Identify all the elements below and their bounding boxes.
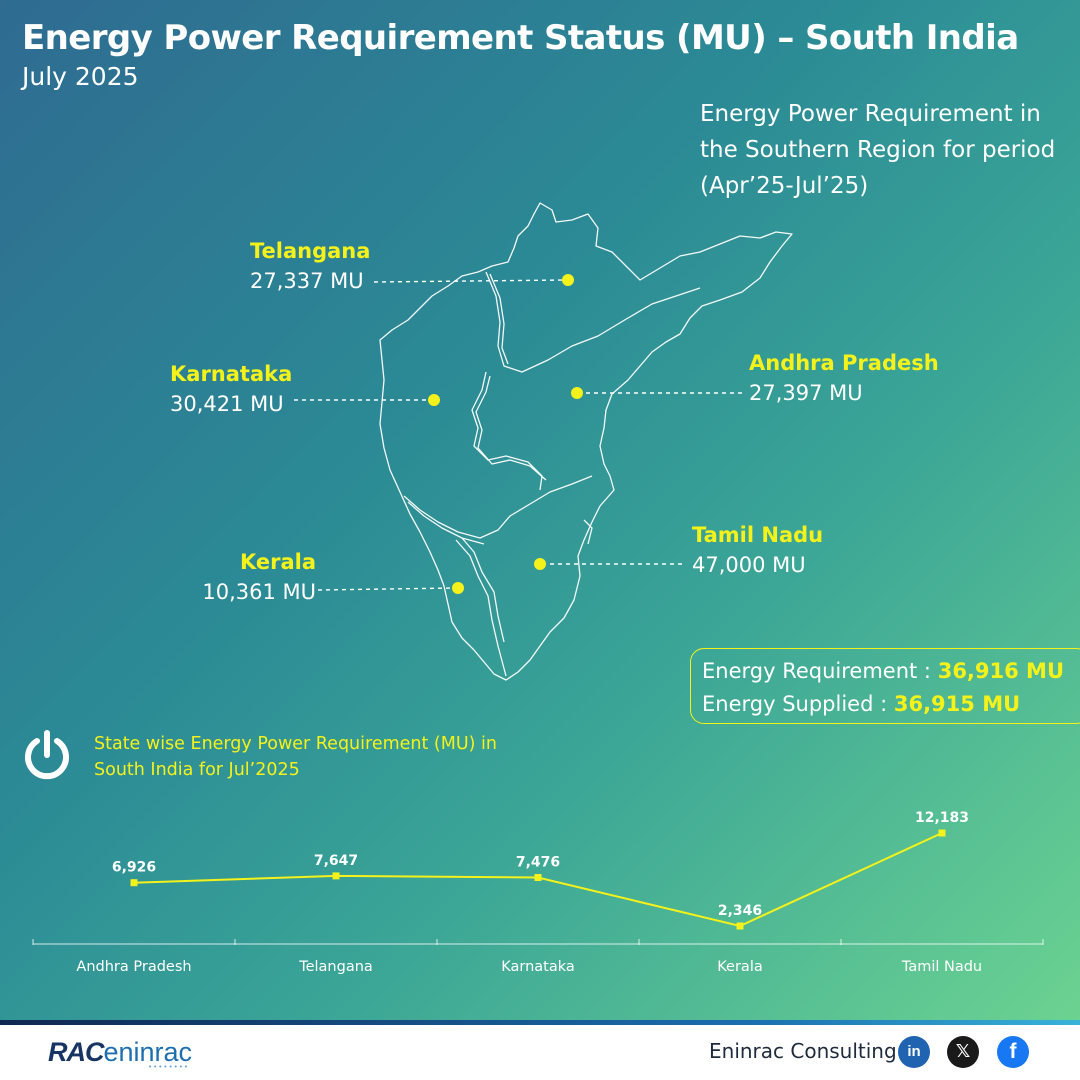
dot-tamil-nadu bbox=[534, 558, 546, 570]
line-chart: 6,926 Andhra Pradesh 7,647 Telangana 7,476 Ka… bbox=[76, 810, 982, 975]
callout-value: 27,397 MU bbox=[749, 381, 863, 405]
requirement-row: Energy Requirement : 36,916 MU bbox=[702, 655, 1080, 688]
state-dots bbox=[428, 274, 583, 594]
chart-caption: State wise Energy Power Requirement (MU)… bbox=[94, 734, 497, 780]
data-label: 6,926 bbox=[112, 860, 156, 876]
dot-karnataka bbox=[428, 394, 440, 406]
x-tick-label: Telangana bbox=[298, 959, 373, 975]
requirement-label: Energy Requirement : bbox=[702, 659, 932, 683]
x-tick-label: Karnataka bbox=[501, 959, 575, 975]
leader-telangana bbox=[373, 279, 567, 283]
supplied-value: 36,915 MU bbox=[893, 692, 1021, 716]
logo-wordmark: eninrac bbox=[103, 1037, 193, 1067]
callout-state: Andhra Pradesh bbox=[749, 351, 939, 375]
callout-value: 27,337 MU bbox=[250, 269, 364, 293]
map-border-kerala-karnataka bbox=[403, 475, 593, 539]
map-border-kerala-karnataka-inner bbox=[407, 501, 485, 545]
callout-value: 10,361 MU bbox=[202, 580, 317, 604]
callout-value: 30,421 MU bbox=[170, 392, 284, 416]
callout-leaders bbox=[294, 279, 742, 591]
dot-andhra-pradesh bbox=[571, 387, 583, 399]
callout-andhra-pradesh: Andhra Pradesh 27,397 MU bbox=[749, 348, 939, 408]
supplied-row: Energy Supplied : 36,915 MU bbox=[702, 688, 1080, 721]
region-note: Energy Power Requirement in the Southern… bbox=[700, 101, 1056, 199]
x-tick-label: Andhra Pradesh bbox=[76, 959, 191, 975]
page-subtitle: July 2025 bbox=[22, 62, 139, 91]
data-point bbox=[332, 872, 340, 880]
energy-summary-box: Energy Requirement : 36,916 MU Energy Su… bbox=[690, 648, 1080, 724]
bottom-rule bbox=[0, 1020, 1080, 1025]
map-border-karnataka-ap-inner bbox=[475, 375, 547, 481]
callout-karnataka: Karnataka 30,421 MU bbox=[170, 359, 292, 419]
brand-name: Eninrac Consulting bbox=[709, 1039, 897, 1063]
callout-value: 47,000 MU bbox=[692, 553, 806, 577]
data-point bbox=[534, 874, 542, 882]
callout-tamil-nadu: Tamil Nadu 47,000 MU bbox=[692, 520, 823, 580]
x-tick-label: Kerala bbox=[717, 959, 762, 975]
requirement-value: 36,916 MU bbox=[937, 659, 1065, 683]
footer: RACeninrac •••••••• Eninrac Consulting i… bbox=[0, 1025, 1080, 1080]
map-coast-tn bbox=[583, 519, 593, 545]
supplied-label: Energy Supplied : bbox=[702, 692, 888, 716]
data-label: 2,346 bbox=[718, 903, 762, 919]
callout-kerala: Kerala 10,361 MU bbox=[198, 547, 316, 607]
logo-dots: •••••••• bbox=[148, 1063, 190, 1071]
eninrac-logo: RACeninrac bbox=[48, 1037, 192, 1068]
map-outline bbox=[379, 202, 793, 681]
map-border-telangana bbox=[485, 271, 701, 373]
callout-state: Telangana bbox=[250, 239, 371, 263]
dot-telangana bbox=[562, 274, 574, 286]
dot-kerala bbox=[452, 582, 464, 594]
x-tick-label: Tamil Nadu bbox=[901, 959, 982, 975]
x-icon[interactable]: 𝕏 bbox=[947, 1036, 979, 1068]
callout-state: Tamil Nadu bbox=[692, 523, 824, 547]
map-border-kerala-tn-inner bbox=[461, 537, 505, 643]
leader-kerala bbox=[317, 587, 457, 591]
power-icon bbox=[25, 730, 69, 780]
data-label: 7,476 bbox=[516, 855, 560, 871]
south-india-map bbox=[294, 202, 793, 681]
callout-state: Karnataka bbox=[170, 362, 293, 386]
callout-telangana: Telangana 27,337 MU bbox=[250, 236, 370, 296]
data-label: 12,183 bbox=[915, 810, 969, 826]
callout-state: Kerala bbox=[240, 550, 317, 574]
data-point bbox=[130, 879, 138, 887]
logo-mark: RAC bbox=[48, 1037, 104, 1067]
linkedin-icon[interactable]: in bbox=[898, 1036, 930, 1068]
data-point bbox=[736, 922, 744, 930]
map-border-telangana-inner bbox=[489, 273, 509, 365]
map-border-kerala-tn bbox=[455, 539, 507, 677]
facebook-icon[interactable]: f bbox=[997, 1036, 1029, 1068]
map-border-karnataka-ap bbox=[471, 371, 543, 491]
data-label: 7,647 bbox=[314, 853, 358, 869]
page-title: Energy Power Requirement Status (MU) – S… bbox=[22, 18, 1019, 58]
data-point bbox=[938, 829, 946, 837]
